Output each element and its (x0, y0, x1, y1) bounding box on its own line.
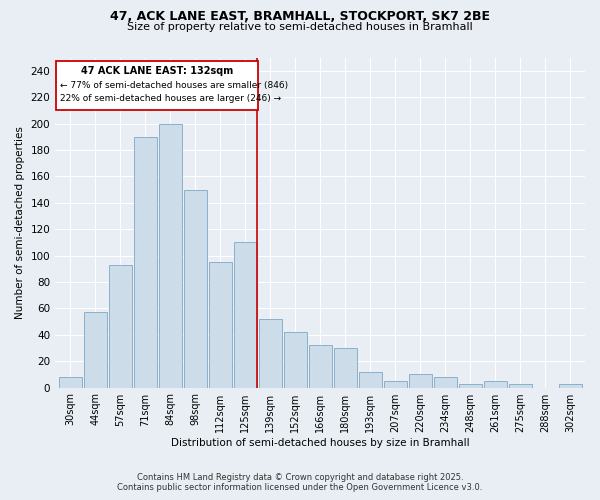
Bar (434, 377, 457, 388)
Text: Contains HM Land Registry data © Crown copyright and database right 2025.
Contai: Contains HM Land Registry data © Crown c… (118, 473, 482, 492)
Bar (409, 374, 431, 388)
Text: 22% of semi-detached houses are larger (246) →: 22% of semi-detached houses are larger (… (60, 94, 281, 103)
Bar (59, 377, 82, 388)
Y-axis label: Number of semi-detached properties: Number of semi-detached properties (15, 126, 25, 319)
Bar (509, 384, 532, 388)
Bar (458, 384, 482, 388)
Bar (308, 346, 332, 388)
Text: ← 77% of semi-detached houses are smaller (846): ← 77% of semi-detached houses are smalle… (60, 80, 288, 90)
Bar (109, 265, 131, 388)
Bar (209, 262, 232, 388)
X-axis label: Distribution of semi-detached houses by size in Bramhall: Distribution of semi-detached houses by … (171, 438, 469, 448)
Bar (383, 381, 407, 388)
Bar (559, 384, 581, 388)
FancyBboxPatch shape (56, 62, 258, 110)
Bar (284, 332, 307, 388)
Text: 47, ACK LANE EAST, BRAMHALL, STOCKPORT, SK7 2BE: 47, ACK LANE EAST, BRAMHALL, STOCKPORT, … (110, 10, 490, 23)
Bar (484, 381, 506, 388)
Bar (134, 136, 157, 388)
Bar (233, 242, 257, 388)
Bar (359, 372, 382, 388)
Text: Size of property relative to semi-detached houses in Bramhall: Size of property relative to semi-detach… (127, 22, 473, 32)
Text: 47 ACK LANE EAST: 132sqm: 47 ACK LANE EAST: 132sqm (81, 66, 233, 76)
Bar (259, 319, 281, 388)
Bar (334, 348, 356, 388)
Bar (184, 190, 206, 388)
Bar (158, 124, 182, 388)
Bar (83, 312, 107, 388)
